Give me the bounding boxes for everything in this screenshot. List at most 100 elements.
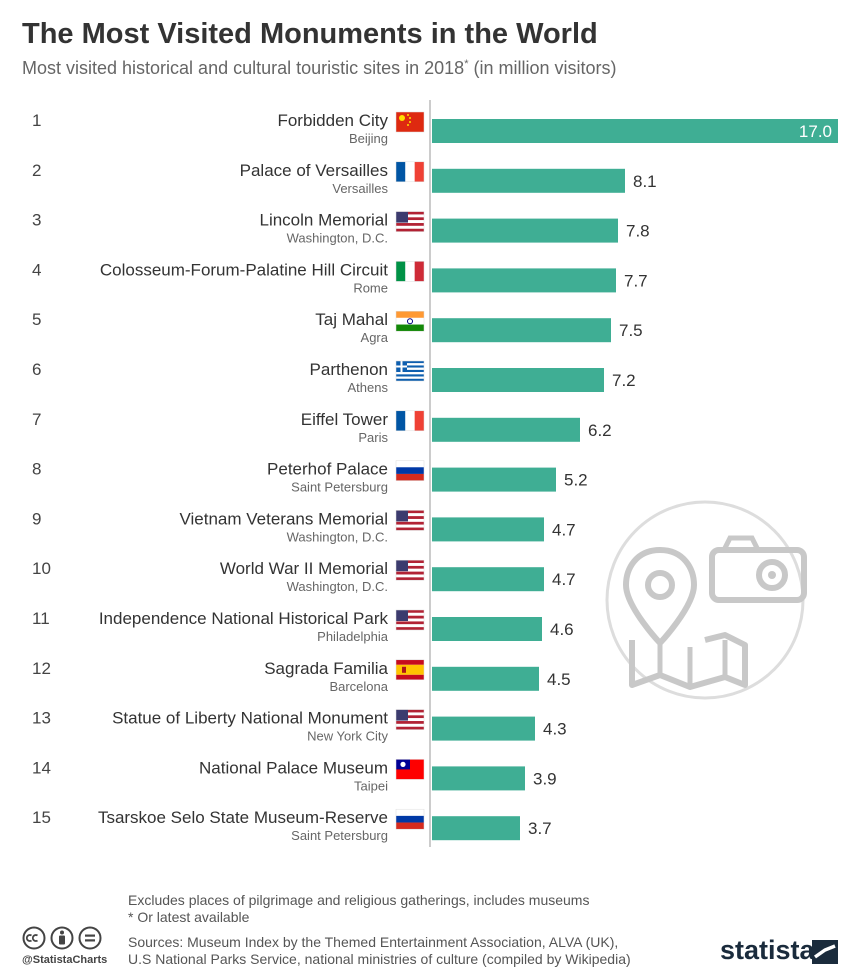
statista-handle: @StatistaCharts — [22, 954, 108, 966]
bar — [432, 368, 604, 392]
category-label: Tsarskoe Selo State Museum-Reserve — [98, 808, 388, 827]
bar — [432, 168, 625, 193]
data-label: 4.3 — [543, 720, 567, 739]
bar — [432, 218, 618, 243]
city-label: New York City — [307, 729, 388, 744]
russia-flag-icon — [395, 460, 425, 481]
india-flag-icon — [395, 310, 425, 332]
category-label: World War II Memorial — [220, 559, 388, 578]
statista-logo-mark-icon — [812, 940, 838, 964]
category-label: Sagrada Familia — [264, 659, 388, 678]
category-label: Forbidden City — [277, 111, 388, 130]
data-label: 4.6 — [550, 620, 574, 639]
footnote-note: Excludes places of pilgrimage and religi… — [128, 892, 590, 908]
data-label: 4.7 — [552, 570, 576, 589]
rank-label: 10 — [32, 559, 51, 578]
subtitle-text: Most visited historical and cultural tou… — [22, 58, 465, 78]
city-label: Versailles — [332, 181, 388, 196]
data-label: 4.7 — [552, 520, 576, 539]
creative-commons-icons — [22, 926, 102, 950]
bar — [432, 119, 838, 143]
rank-label: 3 — [32, 211, 41, 230]
russia-flag-icon — [395, 808, 425, 830]
data-label: 3.9 — [533, 769, 557, 788]
category-label: Parthenon — [310, 360, 388, 379]
bar — [432, 716, 535, 741]
usa-flag-icon — [395, 211, 425, 232]
category-label: National Palace Museum — [199, 758, 388, 777]
chart-title: The Most Visited Monuments in the World — [22, 18, 598, 50]
bar — [432, 517, 544, 542]
sources-line-1: Sources: Museum Index by the Themed Ente… — [128, 934, 619, 950]
bar — [432, 766, 525, 791]
rank-label: 9 — [32, 509, 41, 528]
rank-label: 12 — [32, 659, 51, 678]
taiwan-flag-icon — [395, 759, 425, 780]
bar — [432, 567, 544, 592]
category-label: Statue of Liberty National Monument — [112, 709, 388, 728]
city-label: Paris — [358, 430, 388, 445]
category-label: Palace of Versailles — [240, 161, 388, 180]
city-label: Agra — [361, 330, 389, 345]
city-label: Saint Petersburg — [291, 480, 388, 495]
city-label: Barcelona — [329, 679, 388, 694]
rank-label: 7 — [32, 410, 41, 429]
rank-label: 15 — [32, 808, 51, 827]
category-label: Taj Mahal — [315, 310, 388, 329]
rank-label: 8 — [32, 460, 41, 479]
data-label: 5.2 — [564, 471, 588, 490]
bar — [432, 318, 611, 343]
category-label: Independence National Historical Park — [99, 609, 389, 628]
city-label: Washington, D.C. — [287, 579, 388, 594]
category-label: Peterhof Palace — [267, 460, 388, 479]
subtitle-footnote-mark: * — [464, 58, 469, 70]
chart-subtitle: Most visited historical and cultural tou… — [22, 58, 617, 79]
sources-line-2: U.S National Parks Service, national min… — [128, 951, 631, 967]
city-label: Saint Petersburg — [291, 828, 388, 843]
category-label: Vietnam Veterans Memorial — [179, 509, 388, 528]
bar — [432, 417, 580, 442]
rank-label: 14 — [32, 758, 51, 777]
statista-logo[interactable]: statista — [720, 935, 815, 965]
usa-flag-icon — [395, 510, 425, 531]
rank-label: 4 — [32, 260, 41, 279]
travel-map-camera-icon — [605, 500, 807, 700]
data-label: 17.0 — [799, 122, 832, 141]
greece-flag-icon — [395, 360, 425, 382]
rank-label: 1 — [32, 111, 41, 130]
data-label: 8.1 — [633, 172, 657, 191]
france-flag-icon — [395, 161, 425, 183]
rank-label: 11 — [32, 609, 50, 628]
city-label: Taipei — [354, 778, 388, 793]
category-label: Lincoln Memorial — [260, 211, 389, 230]
city-label: Rome — [353, 280, 388, 295]
bar — [432, 467, 556, 492]
city-label: Washington, D.C. — [287, 231, 388, 246]
usa-flag-icon — [395, 559, 425, 581]
spain-flag-icon — [395, 659, 425, 681]
italy-flag-icon — [395, 261, 425, 282]
france-flag-icon — [395, 410, 425, 432]
footnote-latest: * Or latest available — [128, 909, 250, 925]
subtitle-unit: (in million visitors) — [468, 58, 617, 78]
data-label: 7.7 — [624, 271, 648, 290]
city-label: Philadelphia — [317, 629, 389, 644]
city-label: Beijing — [349, 131, 388, 146]
data-label: 4.5 — [547, 670, 571, 689]
usa-flag-icon — [395, 709, 425, 730]
china-flag-icon — [395, 111, 425, 133]
usa-flag-icon — [395, 609, 425, 631]
rank-label: 2 — [32, 161, 41, 180]
rank-label: 5 — [32, 310, 41, 329]
category-label: Colosseum-Forum-Palatine Hill Circuit — [100, 260, 388, 279]
rank-label: 13 — [32, 709, 51, 728]
bar — [432, 268, 616, 293]
city-label: Athens — [348, 380, 389, 395]
no-derivatives-icon — [78, 926, 102, 950]
bar — [432, 816, 520, 841]
attribution-icon — [50, 926, 74, 950]
data-label: 7.8 — [626, 222, 650, 241]
city-label: Washington, D.C. — [287, 529, 388, 544]
bar — [432, 617, 542, 641]
